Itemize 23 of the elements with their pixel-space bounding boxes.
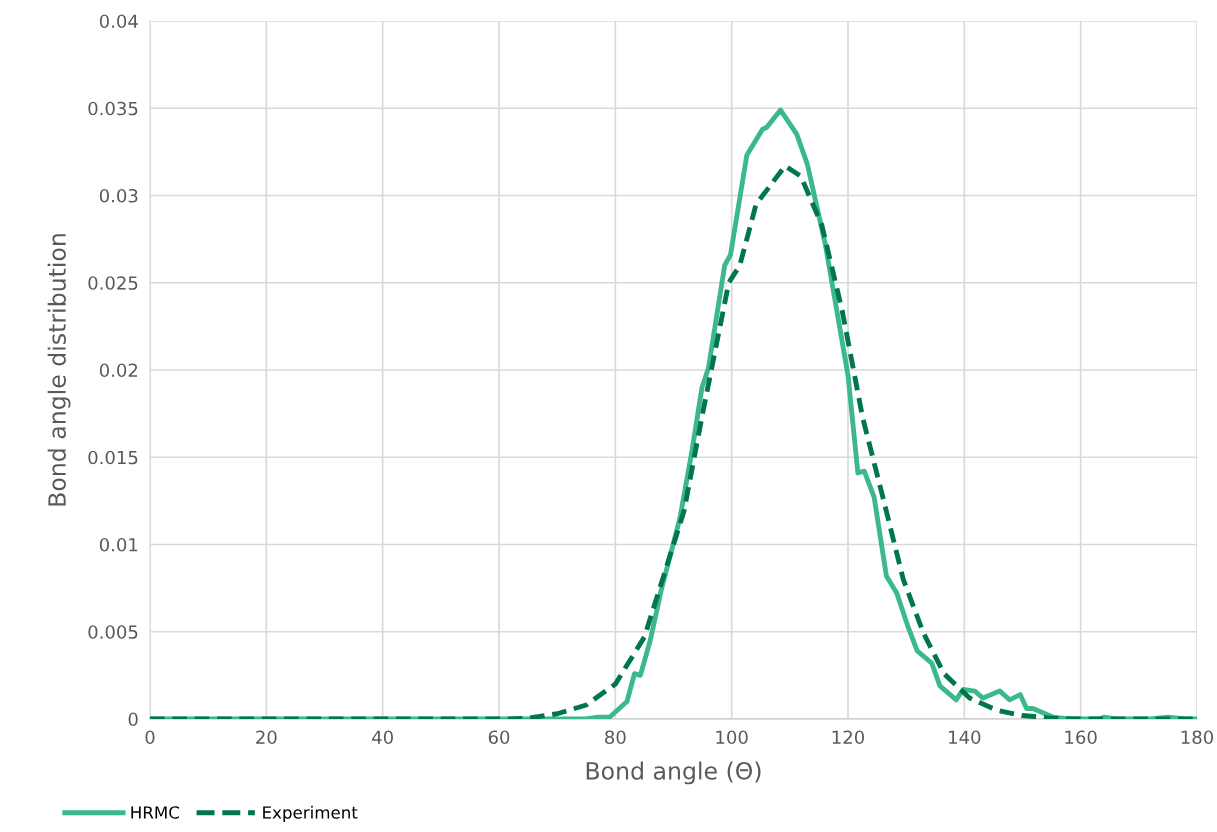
- y-tick-label: 0: [128, 712, 138, 727]
- y-tick-label: 0.005: [88, 625, 138, 639]
- y-tick-label: 0.015: [88, 450, 138, 465]
- y-tick-label: 0.03: [99, 188, 138, 203]
- x-tick-label: 120: [832, 730, 865, 745]
- y-tick-label: 0.01: [99, 537, 138, 552]
- x-axis-title: Bond angle (Θ): [586, 761, 761, 785]
- x-tick-label: 180: [1181, 730, 1214, 745]
- legend-label: HRMC: [131, 806, 179, 819]
- y-tick-label: 0.035: [88, 101, 138, 116]
- x-tick-label: 140: [949, 730, 981, 745]
- y-tick-label: 0.025: [88, 276, 138, 290]
- x-tick-label: 40: [372, 730, 393, 745]
- x-tick-label: 100: [716, 730, 748, 745]
- x-tick-label: 0: [145, 730, 155, 745]
- x-tick-label: 20: [256, 730, 277, 745]
- x-tick-label: 160: [1065, 730, 1097, 745]
- y-tick-label: 0.04: [99, 14, 138, 29]
- y-axis-title: Bond angle distribution: [47, 234, 71, 506]
- legend-label: Experiment: [263, 805, 358, 822]
- x-tick-label: 80: [605, 730, 626, 745]
- x-tick-label: 60: [488, 730, 510, 745]
- y-tick-label: 0.02: [99, 363, 138, 378]
